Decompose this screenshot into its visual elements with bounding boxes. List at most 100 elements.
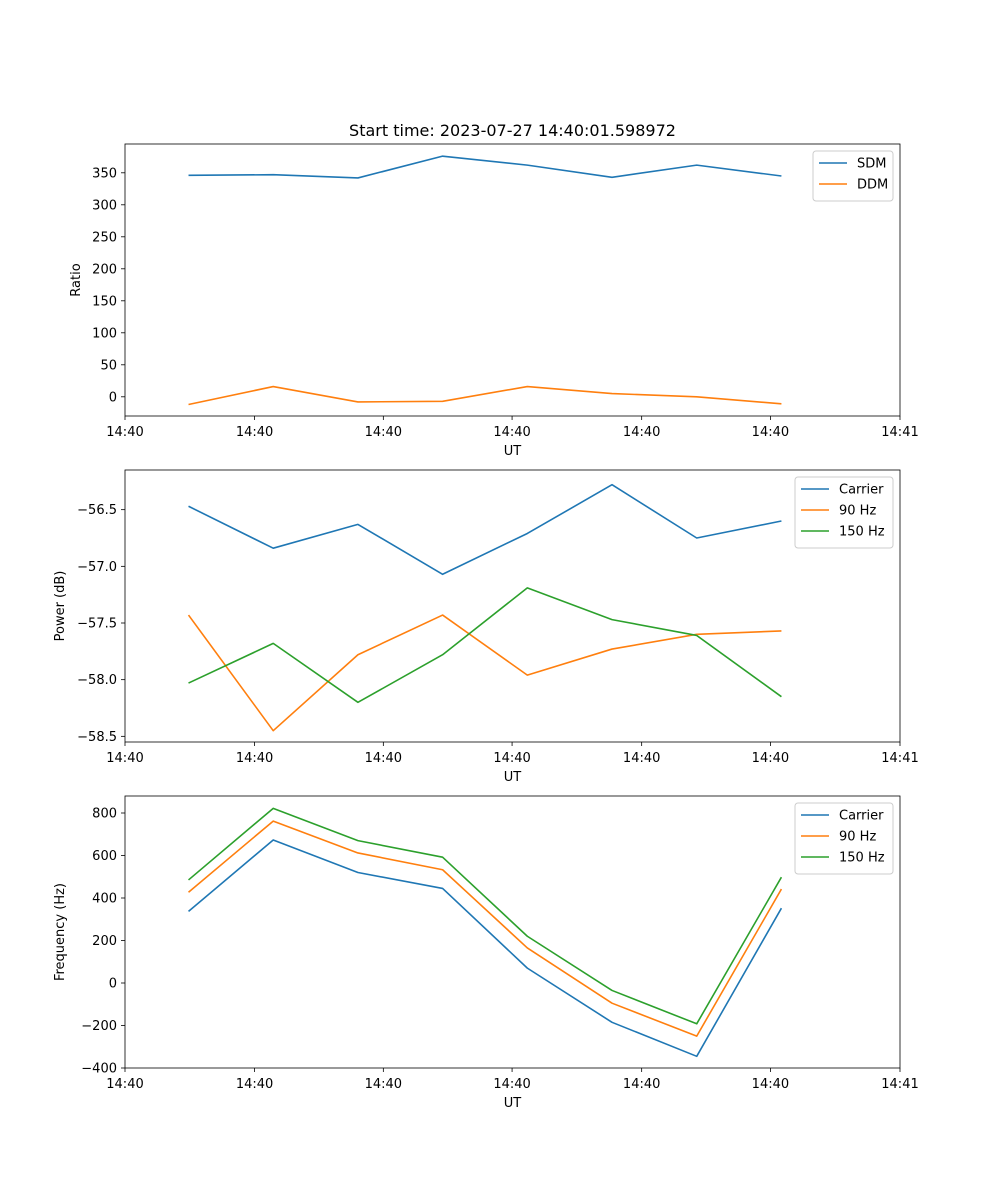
- series-line-sdm: [188, 155, 782, 179]
- y-tick-label: 0: [109, 977, 117, 992]
- data-point: [272, 643, 274, 645]
- data-point: [442, 614, 444, 616]
- legend-label: 150 Hz: [839, 851, 885, 866]
- data-point: [611, 484, 613, 486]
- axes-frame: [124, 795, 901, 1069]
- y-tick-label: 0: [109, 390, 117, 405]
- data-point: [272, 820, 274, 822]
- data-point: [272, 547, 274, 549]
- data-point: [357, 177, 359, 179]
- data-point: [188, 911, 190, 913]
- x-axis-label: UT: [504, 1096, 522, 1111]
- y-axis-label: Power (dB): [53, 571, 68, 642]
- y-tick-label: −400: [81, 1062, 117, 1077]
- data-point: [696, 1056, 698, 1058]
- data-point: [442, 654, 444, 656]
- y-tick-label: −56.5: [77, 503, 117, 518]
- data-point: [696, 396, 698, 398]
- series-line-150-hz: [188, 587, 782, 704]
- data-point: [611, 393, 613, 395]
- axes-frame: [124, 143, 901, 417]
- data-point: [188, 879, 190, 881]
- y-tick-label: −200: [81, 1019, 117, 1034]
- x-tick-label: 14:40: [106, 1077, 143, 1092]
- x-tick-label: 14:40: [752, 425, 789, 440]
- x-tick-label: 14:40: [365, 1077, 402, 1092]
- x-tick-label: 14:41: [881, 1077, 918, 1092]
- legend-label: SDM: [857, 157, 886, 172]
- y-tick-label: 100: [92, 326, 117, 341]
- data-point: [696, 635, 698, 637]
- x-tick-label: 14:40: [365, 425, 402, 440]
- y-tick-label: 400: [92, 892, 117, 907]
- y-tick-label: 250: [92, 230, 117, 245]
- data-point: [188, 891, 190, 893]
- x-tick-label: 14:40: [236, 425, 273, 440]
- data-point: [696, 537, 698, 539]
- y-tick-label: 350: [92, 166, 117, 181]
- data-point: [781, 888, 783, 890]
- y-tick-label: 200: [92, 262, 117, 277]
- data-point: [357, 852, 359, 854]
- data-point: [527, 164, 529, 166]
- y-tick-label: 150: [92, 294, 117, 309]
- y-axis-label: Ratio: [69, 263, 84, 296]
- y-tick-label: 300: [92, 198, 117, 213]
- data-point: [611, 1002, 613, 1004]
- data-point: [357, 524, 359, 526]
- data-point: [442, 400, 444, 402]
- x-tick-label: 14:40: [106, 751, 143, 766]
- x-tick-label: 14:40: [493, 425, 530, 440]
- data-point: [781, 907, 783, 909]
- data-point: [357, 654, 359, 656]
- x-tick-label: 14:41: [881, 425, 918, 440]
- data-point: [188, 404, 190, 406]
- data-point: [781, 630, 783, 632]
- y-tick-label: −57.5: [77, 617, 117, 632]
- legend-label: 90 Hz: [839, 830, 876, 845]
- data-point: [781, 696, 783, 698]
- legend-label: Carrier: [839, 483, 884, 498]
- data-point: [357, 872, 359, 874]
- data-point: [781, 876, 783, 878]
- data-point: [527, 967, 529, 969]
- data-point: [527, 587, 529, 589]
- data-point: [696, 1035, 698, 1037]
- data-point: [527, 947, 529, 949]
- data-point: [442, 869, 444, 871]
- x-tick-label: 14:40: [236, 751, 273, 766]
- data-point: [611, 1022, 613, 1024]
- x-tick-label: 14:40: [752, 751, 789, 766]
- data-point: [188, 614, 190, 616]
- chart-title: Start time: 2023-07-27 14:40:01.598972: [349, 121, 676, 140]
- panel-3: 14:40 14:40 14:40 14:40 14:40 14:40 14:41 −400 −…: [53, 795, 919, 1111]
- data-point: [188, 175, 190, 177]
- data-point: [527, 386, 529, 388]
- y-tick-label: −58.5: [77, 730, 117, 745]
- data-point: [272, 839, 274, 841]
- x-tick-label: 14:40: [236, 1077, 273, 1092]
- data-point: [272, 730, 274, 732]
- data-point: [188, 682, 190, 684]
- data-point: [442, 856, 444, 858]
- x-tick-label: 14:40: [365, 751, 402, 766]
- legend-label: DDM: [857, 178, 888, 193]
- data-point: [442, 573, 444, 575]
- x-tick-label: 14:40: [752, 1077, 789, 1092]
- series-line-90-hz: [188, 820, 783, 1037]
- y-tick-label: 600: [92, 849, 117, 864]
- data-point: [357, 401, 359, 403]
- y-tick-label: −58.0: [77, 673, 117, 688]
- legend-label: Carrier: [839, 809, 884, 824]
- data-point: [781, 403, 783, 405]
- data-point: [442, 155, 444, 157]
- y-axis-label: Frequency (Hz): [53, 883, 68, 981]
- x-tick-label: 14:40: [623, 425, 660, 440]
- legend-label: 90 Hz: [839, 504, 876, 519]
- data-point: [527, 533, 529, 535]
- series-line-150-hz: [188, 807, 783, 1025]
- data-point: [272, 808, 274, 810]
- data-point: [357, 702, 359, 704]
- panels: 14:40 14:40 14:40 14:40 14:40 14:40 14:41 0 50 10…: [53, 143, 919, 1111]
